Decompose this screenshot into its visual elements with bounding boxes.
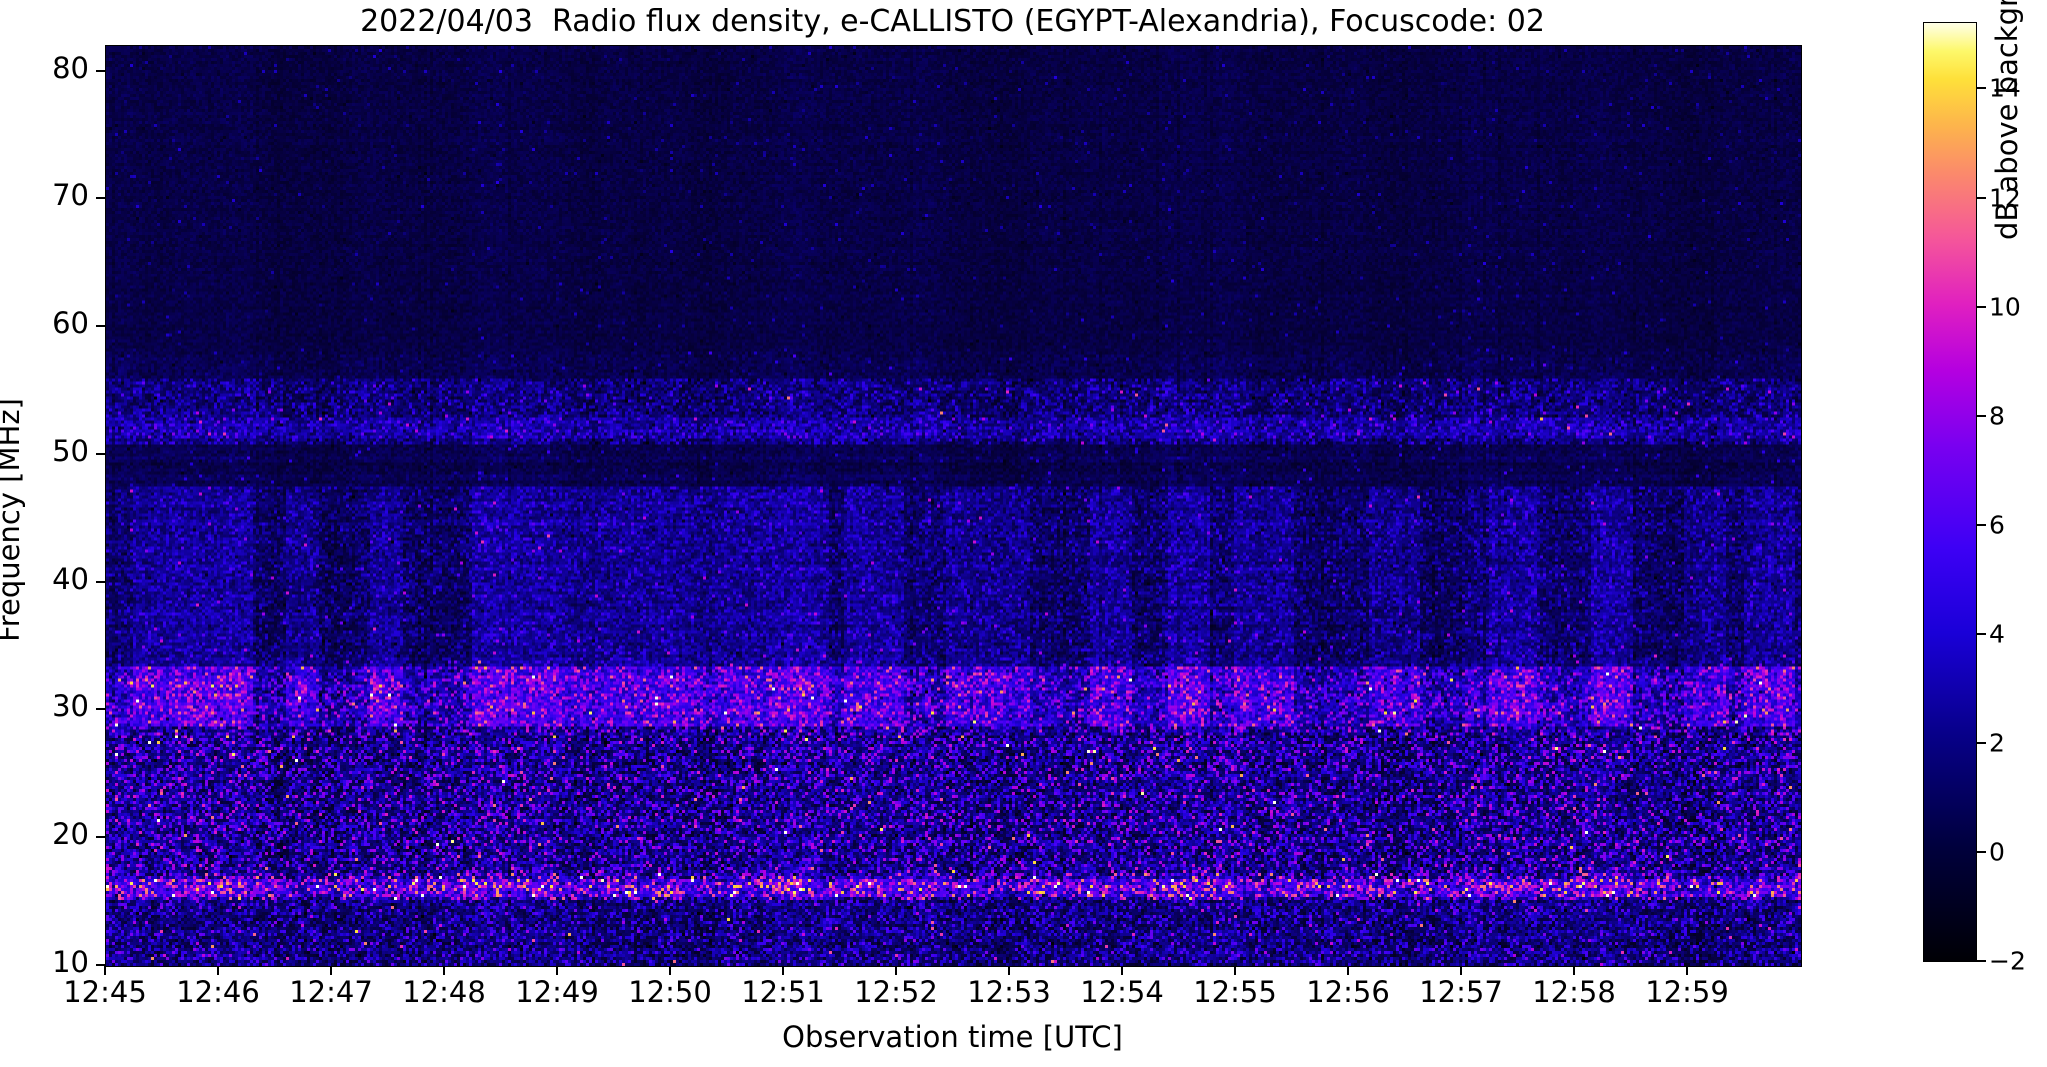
colorbar-tick-label: 0	[1989, 837, 2005, 867]
colorbar-label: dB above background	[1990, 0, 2024, 240]
x-tick-mark	[443, 966, 445, 975]
y-tick-label: 60	[52, 306, 89, 341]
y-tick-mark	[96, 708, 105, 711]
colorbar-tick-label: 4	[1989, 619, 2005, 649]
y-tick-mark	[96, 836, 105, 839]
x-tick-mark	[895, 966, 897, 975]
spectrogram-axes[interactable]	[105, 45, 1802, 967]
colorbar-tick-mark	[1977, 87, 1986, 90]
x-tick-label: 12:47	[289, 975, 373, 1009]
colorbar-tick-label: 14	[1989, 73, 2021, 103]
x-tick-mark	[782, 966, 784, 975]
x-tick-label: 12:49	[515, 975, 599, 1009]
colorbar-tick-label: 10	[1989, 292, 2021, 322]
x-tick-label: 12:58	[1532, 975, 1616, 1009]
colorbar-tick-label: 8	[1989, 401, 2005, 431]
y-tick-mark	[96, 197, 105, 200]
x-tick-mark	[669, 966, 671, 975]
colorbar-tick-mark	[1977, 305, 1986, 308]
y-tick-mark	[96, 452, 105, 455]
x-tick-mark	[1573, 966, 1575, 975]
x-tick-mark	[556, 966, 558, 975]
y-tick-mark	[96, 580, 105, 583]
colorbar: 14 12 10 8 6 4 2 0 −2	[1923, 22, 2026, 976]
x-tick-label: 12:46	[176, 975, 260, 1009]
colorbar-tick-mark	[1977, 741, 1986, 744]
x-tick-label: 12:48	[402, 975, 486, 1009]
colorbar-tick-mark	[1977, 632, 1986, 635]
y-tick-label: 40	[52, 561, 89, 596]
y-tick-label: 20	[52, 817, 89, 852]
y-tick-label: 70	[52, 178, 89, 213]
x-tick-label: 12:51	[741, 975, 825, 1009]
x-tick-mark	[1686, 966, 1688, 975]
x-tick-label: 12:56	[1306, 975, 1390, 1009]
y-tick-label: 30	[52, 689, 89, 724]
y-axis-label: Frequency [MHz]	[0, 398, 26, 642]
x-tick-label: 12:59	[1645, 975, 1729, 1009]
y-tick-mark	[96, 325, 105, 328]
colorbar-tick-mark	[1977, 850, 1986, 853]
x-tick-mark	[104, 966, 106, 975]
spectrogram-image[interactable]	[106, 46, 1801, 966]
y-tick-mark	[96, 964, 105, 966]
x-axis-label: Observation time [UTC]	[782, 1020, 1123, 1054]
x-tick-label: 12:57	[1419, 975, 1503, 1009]
page-title: 2022/04/03 Radio flux density, e-CALLIST…	[360, 4, 1545, 39]
colorbar-tick-mark	[1977, 523, 1986, 526]
x-tick-label: 12:50	[628, 975, 712, 1009]
colorbar-tick-label: 12	[1989, 183, 2021, 212]
colorbar-tick-label: 2	[1989, 728, 2005, 758]
x-tick-mark	[1234, 966, 1236, 975]
colorbar-tick-mark	[1977, 196, 1986, 199]
x-tick-mark	[330, 966, 332, 975]
x-tick-mark	[1121, 966, 1123, 975]
y-tick-mark	[96, 69, 105, 72]
colorbar-tick-mark	[1977, 414, 1986, 417]
x-tick-label: 12:55	[1193, 975, 1277, 1009]
colorbar-gradient	[1923, 22, 1977, 962]
x-tick-label: 12:45	[63, 975, 147, 1009]
x-tick-mark	[217, 966, 219, 975]
x-tick-mark	[1008, 966, 1010, 975]
colorbar-tick-label: −2	[1989, 946, 2026, 976]
x-tick-mark	[1347, 966, 1349, 975]
x-tick-label: 12:53	[967, 975, 1051, 1009]
x-tick-mark	[1460, 966, 1462, 975]
y-tick-label: 80	[52, 50, 89, 85]
x-tick-label: 12:54	[1080, 975, 1164, 1009]
x-tick-label: 12:52	[854, 975, 938, 1009]
y-tick-label: 50	[52, 433, 89, 468]
colorbar-tick-mark	[1977, 960, 1986, 962]
colorbar-tick-label: 6	[1989, 510, 2005, 540]
y-tick-label: 10	[52, 945, 89, 979]
